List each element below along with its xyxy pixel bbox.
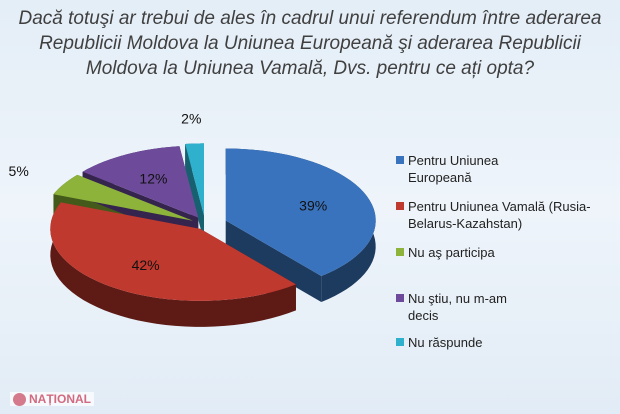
legend-item: Pentru Uniunea Europeană [396, 152, 518, 186]
legend-label: Pentru Uniunea Vamală (Rusia-Belarus-Kaz… [408, 199, 591, 231]
data-label: 2% [181, 110, 201, 126]
legend-label: Nu răspunde [408, 335, 483, 350]
legend-swatch [396, 294, 404, 302]
data-label: 5% [9, 163, 29, 179]
data-label: 39% [299, 197, 327, 213]
pie-slice [50, 202, 296, 301]
slice-wall [225, 220, 322, 303]
legend-swatch [396, 248, 404, 256]
watermark-logo: NAȚIONAL [10, 392, 94, 406]
legend-label: Nu ştiu, nu m-am decis [408, 291, 507, 323]
data-label: 12% [139, 171, 167, 187]
logo-icon [13, 392, 26, 406]
pie-slice [53, 174, 193, 221]
slice-wall [185, 143, 204, 242]
legend-label: Nu aş participa [408, 245, 495, 260]
slice-side [50, 202, 296, 327]
legend-swatch [396, 202, 404, 210]
logo-text: NAȚIONAL [29, 392, 91, 406]
legend-swatch [396, 338, 404, 346]
legend-swatch [396, 156, 404, 164]
chart-title: Dacă totuşi ar trebui de ales în cadrul … [18, 8, 602, 79]
legend-item: Nu răspunde [396, 334, 518, 351]
pie-slice [82, 146, 199, 218]
legend-item: Nu ştiu, nu m-am decis [396, 290, 518, 324]
pie-slice [185, 143, 204, 216]
legend-item: Nu aş participa [396, 244, 518, 261]
legend-item: Pentru Uniunea Vamală (Rusia-Belarus-Kaz… [396, 198, 603, 232]
legend-label: Pentru Uniunea Europeană [408, 153, 499, 185]
data-label: 42% [132, 257, 160, 273]
pie-slice [225, 148, 376, 277]
